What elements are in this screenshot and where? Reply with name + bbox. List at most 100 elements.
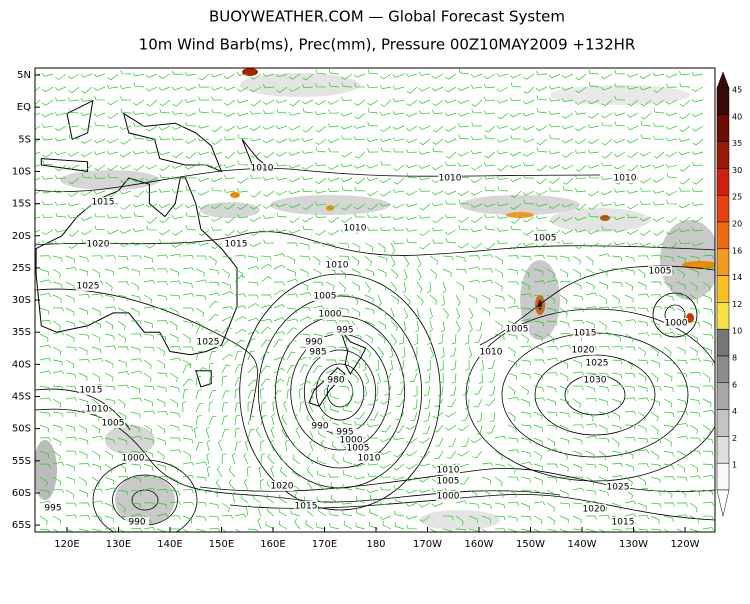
wind-barb [600, 162, 613, 167]
wind-barb [260, 294, 272, 299]
wind-barb [169, 307, 179, 317]
wind-barb [52, 515, 62, 525]
wind-barb [143, 410, 156, 415]
wind-barb [533, 372, 544, 380]
wind-barb [223, 86, 236, 91]
wind-barb [507, 255, 519, 260]
wind-barb [68, 86, 80, 94]
wind-barb [639, 242, 652, 247]
wind-barb [465, 359, 470, 371]
wind-barb [156, 424, 166, 434]
wind-barb [354, 420, 366, 426]
wind-barb [585, 281, 595, 290]
wind-barb [415, 307, 420, 320]
wind-barb [262, 203, 275, 209]
wind-barb [665, 229, 678, 235]
wind-barb [81, 203, 93, 211]
wind-barb [457, 151, 470, 157]
wind-barb [306, 466, 314, 478]
wind-barb [260, 339, 271, 348]
wind-barb [650, 515, 660, 525]
wind-barb [145, 177, 158, 183]
wind-barb [299, 380, 312, 387]
wind-barb [266, 506, 275, 517]
wind-barb [572, 281, 582, 290]
wind-barb [78, 502, 90, 507]
wind-barb [377, 320, 387, 330]
wind-barb [159, 216, 171, 224]
land-outline [35, 177, 238, 356]
wind-barb [390, 268, 399, 279]
wind-barb [624, 306, 637, 312]
wind-barb [626, 213, 639, 219]
wind-barb [312, 255, 321, 266]
wind-barb [390, 242, 396, 255]
wind-barb [418, 476, 431, 483]
wind-barb [650, 333, 662, 339]
wind-barb [351, 307, 361, 317]
wind-barb [497, 164, 509, 172]
wind-barb [275, 73, 288, 78]
wind-barb [663, 372, 673, 382]
wind-barb [652, 72, 665, 77]
wind-barb [52, 268, 61, 278]
isobar-label-bg [585, 358, 609, 368]
isobar-label: 1000 [437, 492, 460, 502]
colorbar-swatch [716, 462, 730, 491]
heavy-precip [682, 261, 715, 269]
wind-barb [234, 328, 247, 335]
wind-barb [351, 268, 361, 278]
wind-barb [689, 358, 702, 363]
wind-barb [480, 359, 485, 372]
wind-barb [302, 73, 314, 81]
wind-barb [447, 398, 457, 408]
wind-barb [288, 111, 301, 116]
wind-barb [341, 203, 353, 211]
wind-barb [41, 229, 54, 235]
wind-barb [640, 121, 652, 127]
colorbar-label: 45 [732, 86, 742, 95]
wind-barb [320, 439, 327, 452]
wind-barb [208, 515, 220, 521]
wind-barb [457, 99, 470, 104]
wind-barb [624, 500, 637, 505]
wind-barb [35, 138, 41, 144]
wind-barb [104, 320, 114, 330]
wind-barb [637, 320, 649, 327]
wind-barb [143, 294, 153, 304]
wind-barb [119, 125, 132, 131]
wind-barb [691, 125, 704, 132]
wind-barb [510, 242, 522, 250]
lon-label: 150W [516, 539, 545, 550]
wind-barb [585, 528, 596, 532]
wind-barb [223, 73, 236, 80]
wind-barb [585, 255, 594, 266]
wind-barb [559, 398, 570, 406]
wind-barb [247, 528, 258, 532]
isobar-label: 1000 [319, 310, 342, 320]
wind-barb [182, 501, 195, 506]
lat-label: 30S [12, 295, 31, 306]
wind-barb [509, 177, 522, 183]
wind-barb [536, 138, 548, 146]
wind-barb [52, 528, 60, 532]
wind-barb [236, 86, 249, 92]
isobar-label-bg [324, 375, 348, 385]
wind-barb [432, 125, 444, 133]
wind-barb [133, 82, 145, 88]
wind-barb [692, 138, 704, 146]
wind-barb [211, 226, 223, 231]
wind-barb [156, 294, 168, 301]
wind-barb [405, 502, 418, 507]
wind-barb [247, 350, 255, 361]
wind-barb [575, 73, 587, 81]
wind-barb [484, 134, 496, 140]
wind-barb [195, 307, 204, 317]
wind-barb [146, 242, 158, 249]
wind-barb [143, 526, 156, 531]
colorbar-swatch [716, 302, 730, 330]
wind-barb [143, 437, 154, 444]
wind-barb [323, 387, 328, 400]
wind-barb [208, 528, 221, 532]
wind-barb [65, 463, 75, 472]
